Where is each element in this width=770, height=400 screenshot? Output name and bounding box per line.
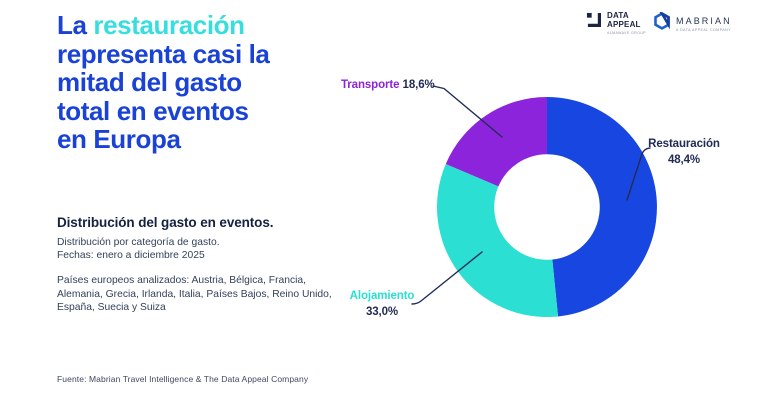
data-appeal-logo-subtext: ALMAWAVE GROUP (607, 31, 646, 35)
mabrian-logo-hexagon-icon (653, 10, 671, 35)
headline-line-5: en Europa (57, 124, 181, 154)
data-appeal-logo: DATA APPEAL ALMAWAVE GROUP (586, 11, 646, 35)
donut-slice-transporte (445, 97, 547, 187)
headline-highlight: restauración (93, 10, 245, 40)
donut-slice-alojamiento (436, 163, 559, 317)
mabrian-logo: MABRIAN A DATA APPEAL COMPANY (653, 10, 732, 35)
data-appeal-logo-text-2: APPEAL (607, 19, 641, 29)
headline-prefix: La (57, 10, 94, 40)
label-alojamiento-name: Alojamiento (349, 290, 415, 302)
data-appeal-logo-icon (586, 12, 603, 34)
label-restauracion-name: Restauración (648, 138, 720, 150)
page-title: La restauración representa casi la mitad… (57, 11, 357, 154)
mabrian-logo-subtext: A DATA APPEAL COMPANY (676, 27, 732, 32)
label-alojamiento-value: 33,0% (365, 305, 399, 318)
data-appeal-logo-text-1: DATA (607, 11, 629, 20)
label-restauracion: Restauración 48,4% (640, 137, 728, 168)
mabrian-logo-text: MABRIAN (676, 15, 732, 26)
label-transporte-name: Transporte (341, 79, 400, 91)
label-transporte: Transporte 18,6% (341, 79, 435, 91)
connector-transporte (432, 85, 503, 138)
chart-date-range: Fechas: enero a diciembre 2025 (57, 250, 205, 261)
label-transporte-value: 18,6% (402, 79, 435, 91)
label-alojamiento: Alojamiento 33,0% (343, 289, 421, 320)
countries-analyzed: Países europeos analizados: Austria, Bél… (57, 274, 332, 315)
chart-description: Distribución del gasto en eventos. Distr… (57, 215, 332, 315)
countries-line-1: Países europeos analizados: Austria, Bél… (57, 275, 306, 286)
chart-subtitle: Distribución por categoría de gasto. (57, 237, 220, 248)
connector-alojamiento (411, 251, 483, 305)
countries-line-3: España, Suecia y Suiza (57, 302, 166, 313)
donut-slices (436, 97, 657, 317)
connector-restauracion (626, 147, 651, 201)
headline-line-1: La restauración (57, 11, 357, 40)
headline-line-2: representa casi la (57, 38, 270, 69)
countries-line-2: Alemania, Grecia, Irlanda, Italia, Paíse… (57, 288, 332, 300)
headline-line-4: total en eventos (57, 95, 249, 126)
chart-title: Distribución del gasto en eventos. (57, 215, 274, 230)
label-restauracion-value: 48,4% (667, 153, 701, 166)
headline-line-3: mitad del gasto (57, 67, 242, 97)
source-attribution: Fuente: Mabrian Travel Intelligence & Th… (57, 374, 309, 384)
donut-slice-restauración (547, 97, 657, 317)
